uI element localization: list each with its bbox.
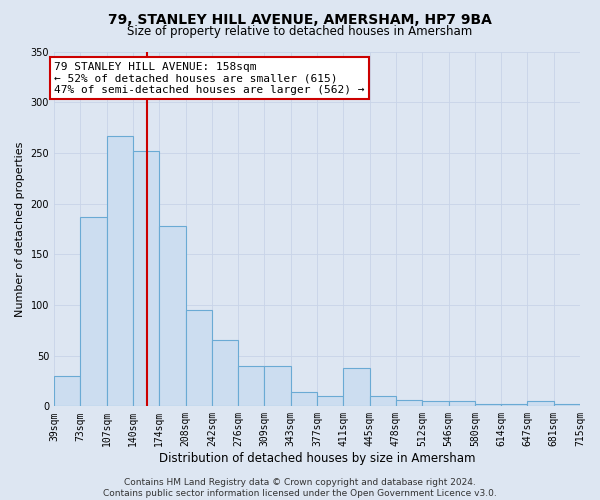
Bar	[80, 217, 107, 406]
Bar	[343, 368, 370, 406]
Bar	[290, 392, 317, 406]
Bar	[238, 366, 264, 406]
Bar	[107, 136, 133, 406]
Bar	[527, 402, 554, 406]
Text: 79 STANLEY HILL AVENUE: 158sqm
← 52% of detached houses are smaller (615)
47% of: 79 STANLEY HILL AVENUE: 158sqm ← 52% of …	[54, 62, 365, 95]
Text: Size of property relative to detached houses in Amersham: Size of property relative to detached ho…	[127, 25, 473, 38]
Bar	[554, 404, 580, 406]
Bar	[395, 400, 422, 406]
Bar	[212, 340, 238, 406]
Bar	[185, 310, 212, 406]
Text: 79, STANLEY HILL AVENUE, AMERSHAM, HP7 9BA: 79, STANLEY HILL AVENUE, AMERSHAM, HP7 9…	[108, 12, 492, 26]
Text: Contains HM Land Registry data © Crown copyright and database right 2024.
Contai: Contains HM Land Registry data © Crown c…	[103, 478, 497, 498]
Y-axis label: Number of detached properties: Number of detached properties	[15, 141, 25, 316]
Bar	[54, 376, 80, 406]
Bar	[317, 396, 343, 406]
Bar	[159, 226, 185, 406]
Bar	[502, 404, 527, 406]
Bar	[475, 404, 502, 406]
Bar	[264, 366, 290, 406]
Bar	[133, 151, 159, 406]
X-axis label: Distribution of detached houses by size in Amersham: Distribution of detached houses by size …	[159, 452, 475, 465]
Bar	[449, 402, 475, 406]
Bar	[422, 402, 449, 406]
Bar	[370, 396, 395, 406]
